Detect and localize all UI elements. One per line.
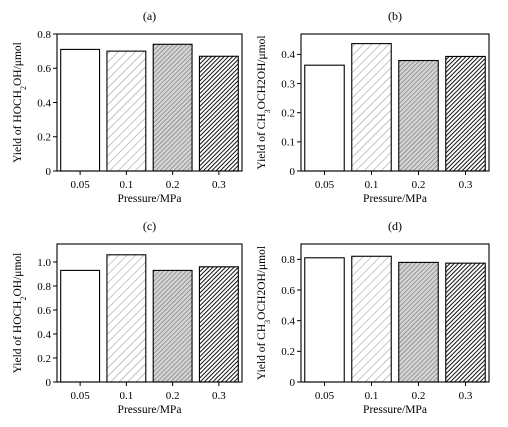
x-axis-title: Pressure/MPa <box>118 193 182 205</box>
y-tick-label: 0.6 <box>37 305 51 317</box>
y-tick-label: 0.2 <box>37 353 51 365</box>
bar <box>304 257 345 383</box>
panel-label: (d) <box>388 219 402 233</box>
x-tick-label: 0.1 <box>365 179 379 191</box>
x-tick-label: 0.05 <box>315 179 335 191</box>
x-tick-label: 0.1 <box>120 390 134 402</box>
y-tick-label: 1.0 <box>37 257 51 269</box>
chart-panel: (d) 0 0.2 0.4 0.6 0.8 0.05 0.1 0.2 0.3 Pressure/MP… <box>256 219 490 416</box>
bar <box>304 64 345 172</box>
plot-frame <box>300 243 490 383</box>
chart-panel: (b) 0 0.1 0.2 0.3 0.4 0.05 0.1 0.2 0.3 Pressure/MP… <box>256 9 490 205</box>
y-tick-label: 0.8 <box>37 29 51 41</box>
y-tick-label: 0.8 <box>37 281 51 293</box>
plot-frame <box>56 243 243 383</box>
panel-label: (a) <box>143 9 156 23</box>
x-tick-label: 0.2 <box>166 390 180 402</box>
x-tick-label: 0.05 <box>315 390 335 402</box>
x-axis-title: Pressure/MPa <box>363 404 427 416</box>
bar <box>398 261 439 383</box>
x-tick-label: 0.05 <box>71 390 91 402</box>
y-tick-label: 0 <box>46 166 52 178</box>
plot-frame <box>300 33 490 172</box>
y-tick-label: 0.4 <box>281 49 295 61</box>
y-tick-label: 0.6 <box>281 285 295 297</box>
y-tick-label: 0.8 <box>281 254 295 266</box>
y-tick-label: 0.2 <box>37 132 51 144</box>
chart-panel: (a) 0 0.2 0.4 0.6 0.8 0.05 0.1 0.2 0.3 Pressure/MP… <box>12 9 243 205</box>
chart-panel: (c) 0 0.2 0.4 0.6 0.8 1.0 0.05 0.1 0.2 0.3 Pressure… <box>12 219 243 416</box>
bar <box>351 255 392 383</box>
y-tick-label: 0 <box>290 166 296 178</box>
bar <box>398 59 439 172</box>
bar <box>106 254 147 383</box>
y-tick-label: 0.4 <box>37 97 51 109</box>
y-tick-label: 0.6 <box>37 63 51 75</box>
panel-label: (b) <box>388 9 402 23</box>
y-tick-label: 0.4 <box>37 329 51 341</box>
x-tick-label: 0.2 <box>166 179 180 191</box>
bar <box>106 50 147 172</box>
y-tick-label: 0.2 <box>281 108 295 120</box>
x-tick-label: 0.1 <box>120 179 134 191</box>
x-tick-label: 0.05 <box>71 179 91 191</box>
y-axis-title: Yield of HOCH2OH/μmol <box>12 42 28 163</box>
x-tick-label: 0.2 <box>412 179 426 191</box>
x-axis-title: Pressure/MPa <box>363 193 427 205</box>
y-axis-title: Yield of CH3OCH2OH/μmol <box>256 246 272 380</box>
bar <box>60 269 101 383</box>
y-tick-label: 0.3 <box>281 78 295 90</box>
x-tick-label: 0.3 <box>459 390 473 402</box>
y-tick-label: 0.4 <box>281 315 295 327</box>
x-tick-label: 0.2 <box>412 390 426 402</box>
x-tick-label: 0.1 <box>365 390 379 402</box>
y-tick-label: 0.1 <box>281 137 295 149</box>
y-tick-label: 0 <box>290 377 296 389</box>
x-axis-title: Pressure/MPa <box>118 404 182 416</box>
bar <box>152 43 193 172</box>
bar <box>445 262 486 383</box>
x-tick-label: 0.3 <box>212 179 226 191</box>
y-tick-label: 0 <box>46 377 52 389</box>
x-tick-label: 0.3 <box>459 179 473 191</box>
y-tick-label: 0.2 <box>281 346 295 358</box>
bar <box>60 48 101 172</box>
bar <box>351 43 392 172</box>
y-axis-title: Yield of CH3OCH2OH/μmol <box>256 35 272 169</box>
bar <box>198 55 239 172</box>
y-axis-title: Yield of HOCH2OH/μmol <box>12 253 28 374</box>
panel-label: (c) <box>143 219 156 233</box>
bar <box>445 55 486 172</box>
x-tick-label: 0.3 <box>212 390 226 402</box>
bar <box>198 266 239 383</box>
bar <box>152 269 193 383</box>
